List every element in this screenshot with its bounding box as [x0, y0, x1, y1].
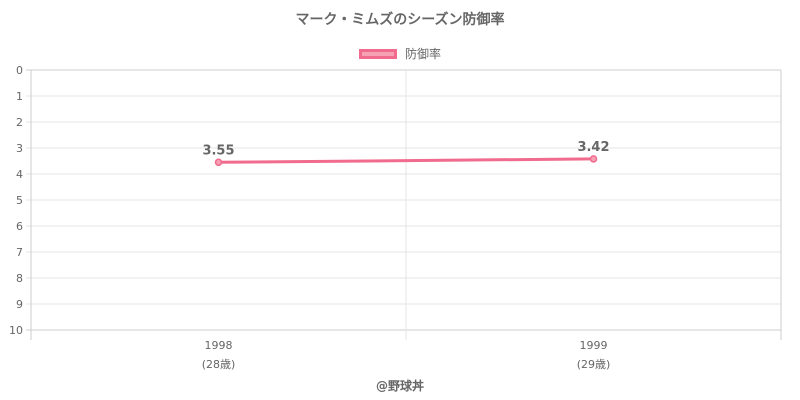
y-tick-label: 4	[16, 168, 23, 181]
data-label: 3.42	[577, 140, 609, 155]
data-point	[216, 159, 222, 165]
x-tick-label: 1999	[580, 339, 608, 352]
y-tick-label: 10	[9, 324, 23, 337]
data-label: 3.55	[202, 143, 234, 158]
x-tick-sublabel: (29歳)	[577, 358, 611, 371]
y-tick-label: 9	[16, 298, 23, 311]
y-tick-label: 2	[16, 116, 23, 129]
y-tick-label: 5	[16, 194, 23, 207]
y-tick-label: 0	[16, 64, 23, 77]
grid-lines	[26, 70, 781, 340]
series-line	[219, 159, 594, 162]
y-tick-label: 7	[16, 246, 23, 259]
y-tick-label: 3	[16, 142, 23, 155]
y-axis-ticks: 0 1 2 3 4 5 6 7 8 9 10	[9, 64, 23, 337]
y-tick-label: 1	[16, 90, 23, 103]
x-axis-ticks: 1998 (28歳) 1999 (29歳)	[202, 339, 611, 371]
x-tick-label: 1998	[205, 339, 233, 352]
credit-label: @野球丼	[0, 377, 800, 394]
x-tick-sublabel: (28歳)	[202, 358, 236, 371]
data-point	[591, 156, 597, 162]
y-tick-label: 8	[16, 272, 23, 285]
y-tick-label: 6	[16, 220, 23, 233]
